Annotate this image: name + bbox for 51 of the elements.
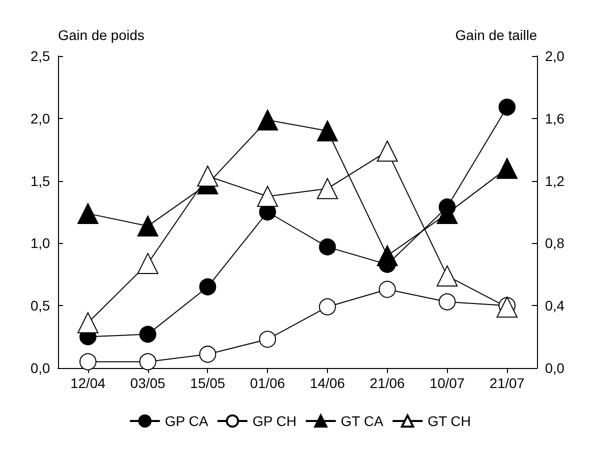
legend-label: GT CH — [428, 413, 471, 429]
point — [378, 280, 396, 298]
y-tick-label: 1,5 — [30, 172, 50, 189]
point — [199, 346, 216, 363]
point — [137, 252, 158, 274]
point — [376, 140, 398, 162]
point — [498, 98, 516, 116]
point — [259, 330, 276, 348]
x-tick-label: 12/04 — [70, 375, 106, 391]
legend-label: GP CH — [252, 413, 297, 429]
legend-label: GT CA — [340, 413, 384, 429]
point — [318, 298, 336, 316]
y-tick-label: 2,0 — [30, 110, 50, 126]
y-tick-label: 1,0 — [30, 235, 50, 252]
point — [199, 278, 216, 296]
point — [77, 203, 98, 224]
x-tick-label: 14/06 — [310, 375, 346, 391]
point — [316, 178, 338, 200]
point — [496, 296, 518, 318]
x-tick-label: 01/06 — [250, 375, 286, 391]
point — [257, 109, 278, 130]
y-axis-title: Gain de poids — [58, 27, 144, 43]
x-tick-label: 21/07 — [490, 375, 525, 391]
x-tick-label: 10/07 — [430, 375, 465, 391]
y2-tick-label: 2,0 — [545, 48, 565, 64]
point — [137, 216, 158, 237]
y2-tick-label: 0,8 — [545, 235, 565, 252]
point — [139, 353, 156, 370]
y-tick-label: 0,0 — [30, 360, 50, 376]
x-tick-label: 15/05 — [190, 375, 226, 391]
x-tick-label: 03/05 — [130, 375, 166, 391]
point — [257, 186, 278, 207]
y-tick-label: 0,5 — [30, 298, 50, 314]
y2-axis-title: Gain de taille — [455, 27, 538, 43]
point — [376, 245, 398, 266]
legend-label: GP CA — [164, 413, 209, 429]
x-tick-label: 21/06 — [370, 375, 406, 391]
point — [77, 312, 98, 334]
y-tick-label: 2,5 — [30, 48, 50, 64]
point — [318, 238, 336, 256]
y2-tick-label: 0,4 — [545, 298, 565, 314]
y2-tick-label: 1,2 — [545, 172, 565, 189]
point — [496, 158, 518, 179]
point — [436, 265, 458, 286]
point — [316, 120, 338, 142]
y2-tick-label: 0,0 — [545, 360, 565, 376]
y2-tick-label: 1,6 — [545, 110, 565, 126]
point — [438, 293, 456, 310]
point — [79, 353, 96, 370]
point — [197, 166, 218, 187]
point — [139, 326, 156, 343]
